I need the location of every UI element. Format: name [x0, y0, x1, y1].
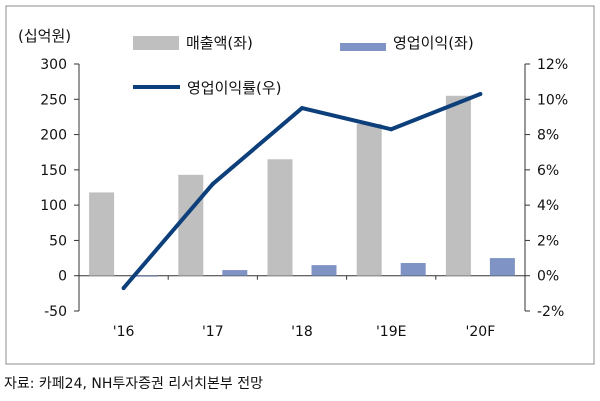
operating-profit-bar [400, 263, 426, 276]
source-note: 자료: 카페24, NH투자증권 리서치본부 전망 [4, 376, 263, 392]
operating-margin-point [210, 181, 215, 186]
category-label: '20F [466, 324, 496, 340]
left-tick-label: 100 [40, 198, 67, 214]
left-axis-unit-label: (십억원) [18, 27, 71, 45]
operating-margin-point [300, 106, 304, 111]
category-label: '18 [291, 324, 313, 340]
left-tick-label: 50 [49, 233, 67, 249]
left-tick-label: 250 [40, 92, 67, 108]
right-tick-label: -2% [537, 304, 564, 320]
left-tick-label: 150 [40, 163, 67, 179]
left-tick-label: 300 [40, 57, 67, 73]
legend: 매출액(좌) 영업이익(좌) 영업이익률(우) [133, 34, 474, 97]
revenue-bar [267, 159, 293, 276]
right-tick-label: 12% [537, 57, 568, 73]
category-label: '19E [376, 324, 407, 340]
legend-swatch-revenue [133, 36, 179, 50]
operating-profit-bar [133, 275, 159, 277]
right-tick-label: 4% [537, 198, 559, 214]
right-tick-label: 2% [537, 233, 559, 249]
left-tick-label: 200 [40, 128, 67, 144]
left-tick-label: 0 [58, 269, 67, 285]
revenue-bar [356, 123, 382, 276]
combo-chart: (십억원) 매출액(좌) 영업이익(좌) 영업이익률(우) -50 0 50 100 150… [5, 5, 595, 365]
chart-frame [5, 5, 595, 365]
revenue-bar [178, 174, 204, 276]
operating-profit-bar [489, 258, 515, 276]
legend-swatch-operating-profit [340, 43, 386, 51]
legend-label-operating-margin: 영업이익률(우) [187, 79, 282, 97]
right-tick-label: 6% [537, 163, 559, 179]
revenue-bar [445, 95, 471, 276]
axes: -50 0 50 100 150 200 250 300 -2% 0% 2% 4% 6% 8% 10% 12%… [40, 57, 568, 340]
bars [89, 95, 515, 277]
right-tick-label: 0% [537, 269, 559, 285]
operating-margin-line [122, 92, 482, 290]
operating-profit-bar [311, 265, 337, 276]
operating-margin-point [478, 91, 483, 96]
operating-margin-point [389, 127, 394, 132]
category-label: '17 [202, 324, 224, 340]
right-tick-label: 10% [537, 92, 568, 108]
revenue-bar [89, 192, 115, 276]
left-tick-label: -50 [44, 304, 67, 320]
operating-margin-point [121, 286, 126, 291]
category-label: '16 [113, 324, 135, 340]
right-tick-label: 8% [537, 128, 559, 144]
legend-label-operating-profit: 영업이익(좌) [393, 34, 474, 52]
legend-label-revenue: 매출액(좌) [186, 34, 253, 52]
operating-profit-bar [222, 270, 248, 276]
line-series [121, 91, 483, 291]
